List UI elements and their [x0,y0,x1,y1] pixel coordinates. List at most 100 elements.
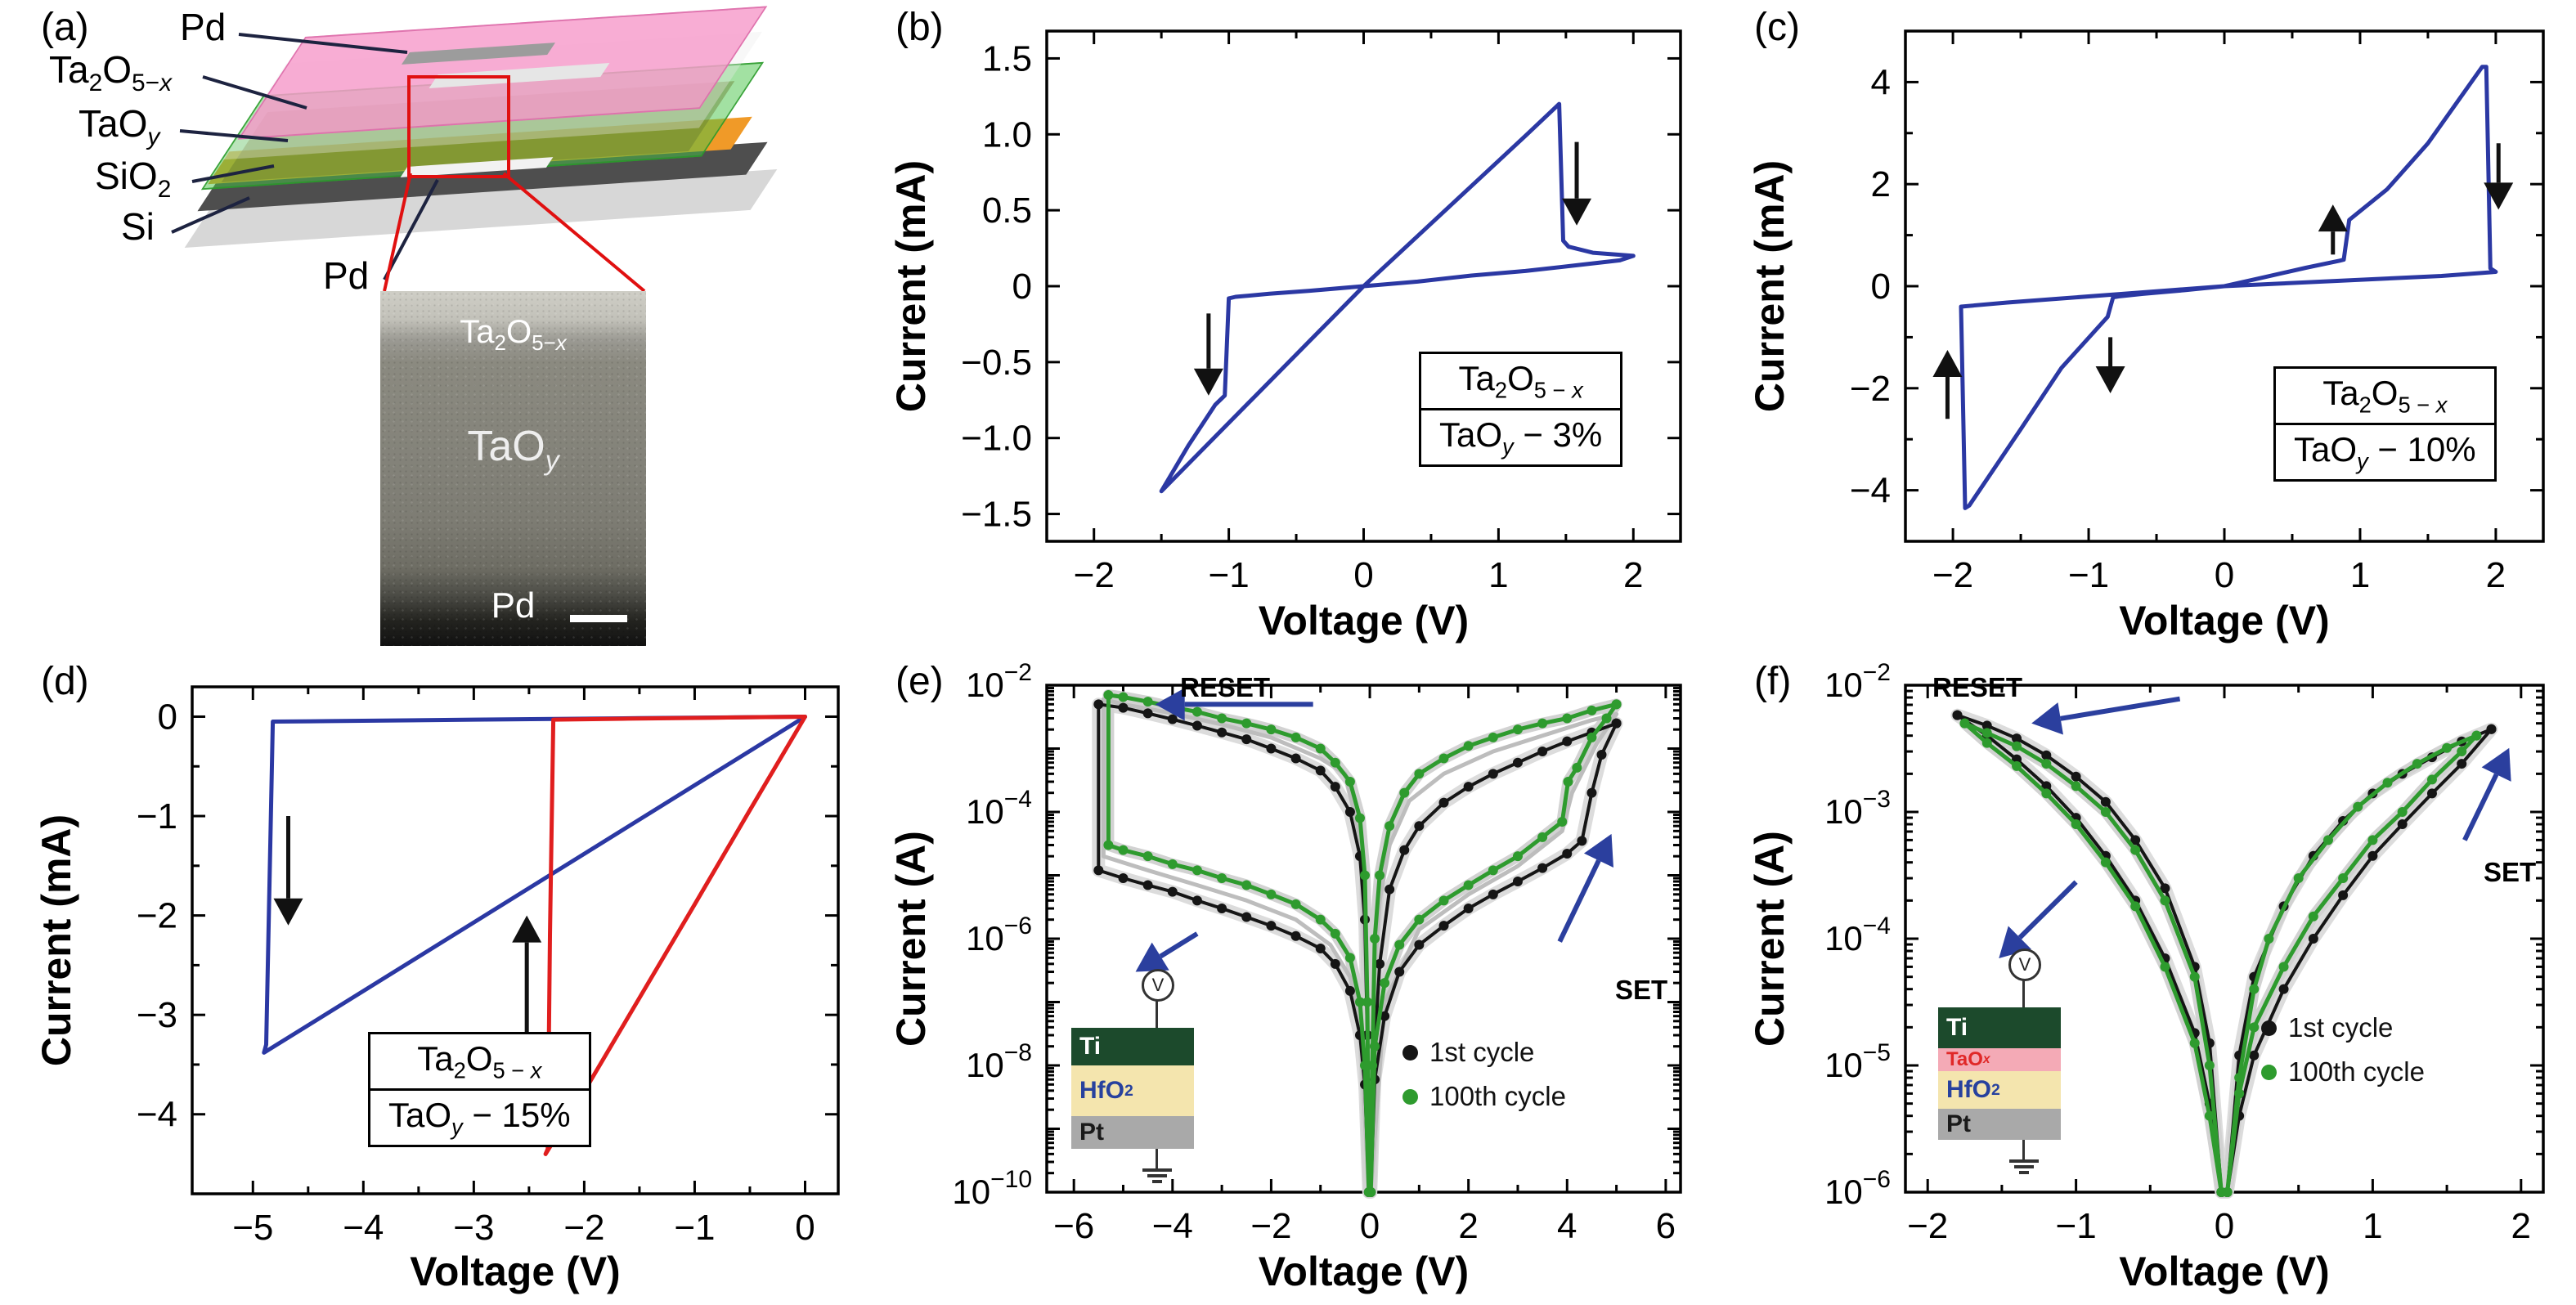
sample-label-box: Ta2O5 − x TaOy − 15% [368,1032,591,1147]
svg-text:10−6: 10−6 [966,913,1032,957]
svg-text:2: 2 [1871,164,1891,204]
panel-d-iv-15pct: (d) −5 −4 −3 −2 −1 0 0 −1 −2 −3 −4 Voltage (V) Curre… [25,654,867,1305]
svg-text:10−10: 10−10 [952,1166,1032,1211]
svg-text:0: 0 [158,697,177,737]
panel-label-e: (e) [895,660,944,703]
svg-text:10−4: 10−4 [966,786,1032,831]
sample-material: Ta2O5 − x [2322,374,2448,418]
legend-marker [1402,1044,1418,1061]
svg-text:−6: −6 [1053,1206,1094,1246]
sample-composition: TaOy − 15% [370,1088,589,1145]
svg-text:1.5: 1.5 [982,38,1032,78]
iv-plot-3pct: −2 −1 0 1 2 −1.5 −1.0 −0.5 0 0.5 1.0 1.5 Voltage (V)… [888,29,1682,644]
svg-text:2: 2 [2486,555,2506,595]
svg-text:−5: −5 [232,1208,273,1248]
svg-text:0: 0 [1012,267,1032,307]
svg-text:−1.0: −1.0 [961,419,1032,459]
log-iv-plot-taox-hfo2: −2 −1 0 1 2 10−6 10−5 10−4 10−3 10−2 Voltage (V) Cu… [1747,659,2545,1294]
sweep-arrow [2017,880,2078,940]
layer-label-si: Si [121,205,155,248]
series-bipolar-I-V-sweep [1959,65,2498,510]
sweep-arrow [2462,773,2499,841]
svg-text:6: 6 [1656,1206,1676,1246]
zoom-region-box [407,75,510,178]
svg-text:−1.5: −1.5 [961,495,1032,535]
legend-marker [2261,1020,2277,1036]
device-stack-inset: V Ti TaO x HfO 2 Pt [1938,948,2061,1182]
cycle-legend: 1st cycle 100th cycle [2261,1012,2425,1088]
log-iv-plot-hfo2: −6 −4 −2 0 2 4 6 10−10 10−8 10−6 10−4 10−2 Voltage (… [888,659,1682,1294]
tem-label-ta2o5: Ta2O5−x [460,314,567,355]
series-bipolar-I-V-sweep [1159,101,1636,494]
svg-text:−2: −2 [1074,555,1115,595]
svg-text:Current (mA): Current (mA) [1747,160,1793,412]
tem-label-pd: Pd [491,585,536,626]
voltage-source-icon: V [1142,969,1174,1002]
tem-label-taoy: TaOy [467,423,559,477]
svg-text:1: 1 [2350,555,2370,595]
sample-material: Ta2O5 − x [417,1039,542,1083]
tem-image: Ta2O5−x TaOy Pd [380,291,646,646]
cycle-legend: 1st cycle 100th cycle [1402,1037,1566,1112]
sample-composition: TaOy − 10% [2276,422,2494,479]
scale-bar [570,615,627,622]
svg-text:−1: −1 [2068,555,2109,595]
svg-text:2: 2 [1458,1206,1478,1246]
set-label: SET [1615,975,1668,1005]
svg-text:0.5: 0.5 [982,191,1032,231]
sample-label-box: Ta2O5 − x TaOy − 3% [1419,352,1623,467]
panel-a-device-schematic: (a) Pd Ta2O5−x TaOy SiO2 Si [25,0,867,654]
material-stack: Ti TaO x HfO 2 Pt [1938,1007,2061,1140]
series-sweep-to--2.4V [543,715,807,1156]
legend-entry: 1st cycle [2261,1012,2425,1043]
svg-text:−1: −1 [137,796,177,836]
iv-plot-15pct: −5 −4 −3 −2 −1 0 0 −1 −2 −3 −4 Voltage (V) Current (… [34,685,840,1294]
layer-label-pd-bottom: Pd [323,254,370,297]
sample-material: Ta2O5 − x [1458,359,1583,403]
panel-b-iv-3pct: (b) −2 −1 0 1 2 −1.5 −1.0 −0.5 0 0.5 1.0 1.5 Voltage… [879,0,1709,654]
svg-text:4: 4 [1557,1206,1577,1246]
svg-text:0: 0 [2215,555,2234,595]
svg-text:−2: −2 [1850,369,1891,409]
layer-label-sio2: SiO2 [95,155,172,204]
device-stack-inset: V Ti HfO 2 Pt [1071,969,1194,1191]
svg-text:−2: −2 [1250,1206,1291,1246]
svg-text:0: 0 [1353,555,1373,595]
svg-text:1: 1 [1488,555,1508,595]
svg-text:10−2: 10−2 [1824,659,1891,704]
wire [2022,978,2025,1007]
stack-layer-pt: Pt [1071,1116,1194,1149]
panel-label-b: (b) [895,6,944,49]
reset-label: RESET [1932,672,2023,702]
legend-entry: 100th cycle [1402,1081,1566,1112]
svg-text:−2: −2 [1932,555,1973,595]
svg-text:0: 0 [2215,1206,2234,1246]
svg-text:−4: −4 [1850,471,1891,511]
voltage-source: V [1071,969,1194,1028]
svg-text:−1: −1 [1209,555,1250,595]
svg-text:−2: −2 [1907,1206,1948,1246]
stack-layer-ti: Ti [1071,1028,1194,1065]
svg-text:−4: −4 [1152,1206,1193,1246]
layer-label-ta2o5: Ta2O5−x [49,48,173,97]
svg-text:10−4: 10−4 [1824,913,1891,957]
svg-text:10−3: 10−3 [1824,786,1891,831]
stack-layer-hfo2: HfO 2 [1938,1071,2061,1109]
panel-e-log-iv-hfo2: (e) −6 −4 −2 0 2 4 6 10−10 10−8 10−6 10−4 10−2 Volta… [879,654,1709,1305]
svg-text:Voltage (V): Voltage (V) [410,1249,620,1294]
svg-text:−2: −2 [137,896,177,936]
sweep-arrow [2060,696,2181,721]
svg-text:Current (A): Current (A) [888,831,934,1047]
svg-text:Current (mA): Current (mA) [34,814,79,1066]
panel-f-log-iv-taox-hfo2: (f) −2 −1 0 1 2 10−6 10−5 10−4 10−3 10−2 Voltage (… [1738,654,2572,1305]
legend-entry: 1st cycle [1402,1037,1566,1068]
svg-text:Current (mA): Current (mA) [888,160,934,412]
ground-icon [1071,1149,1194,1191]
series-sweep-to--5V [262,715,807,1055]
svg-text:−2: −2 [563,1208,604,1248]
svg-text:−4: −4 [137,1095,177,1135]
svg-text:10−8: 10−8 [966,1039,1032,1084]
panel-label-c: (c) [1754,6,1800,49]
sample-label-box: Ta2O5 − x TaOy − 10% [2273,366,2497,482]
